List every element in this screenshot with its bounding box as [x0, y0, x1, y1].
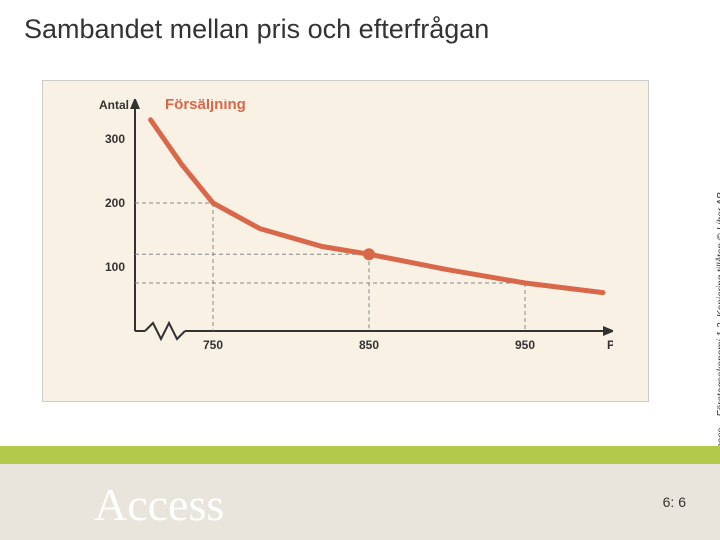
svg-text:850: 850: [359, 338, 379, 352]
green-bar: [0, 446, 720, 464]
svg-text:750: 750: [203, 338, 223, 352]
logo: Access: [94, 474, 274, 534]
svg-text:Försäljning: Försäljning: [165, 99, 246, 113]
svg-text:Antal: Antal: [99, 99, 129, 112]
svg-text:Pris: Pris: [607, 338, 613, 352]
slide: Sambandet mellan pris och efterfrågan 10…: [0, 0, 720, 540]
svg-text:200: 200: [105, 196, 125, 210]
chart-frame: 100 200 300 750 850 950 Antal Försäljning Pris: [42, 80, 649, 402]
slide-title: Sambandet mellan pris och efterfrågan: [24, 14, 489, 45]
footer-bar: Access 6: 6: [0, 464, 720, 540]
svg-text:100: 100: [105, 260, 125, 274]
svg-text:300: 300: [105, 132, 125, 146]
page-number: 6: 6: [663, 494, 686, 510]
copyright-text: Access – Företagsekonomi 1 2, Kopiering …: [716, 140, 720, 460]
demand-chart: 100 200 300 750 850 950 Antal Försäljning Pris: [93, 99, 613, 361]
svg-text:950: 950: [515, 338, 535, 352]
logo-text: Access: [94, 479, 224, 530]
